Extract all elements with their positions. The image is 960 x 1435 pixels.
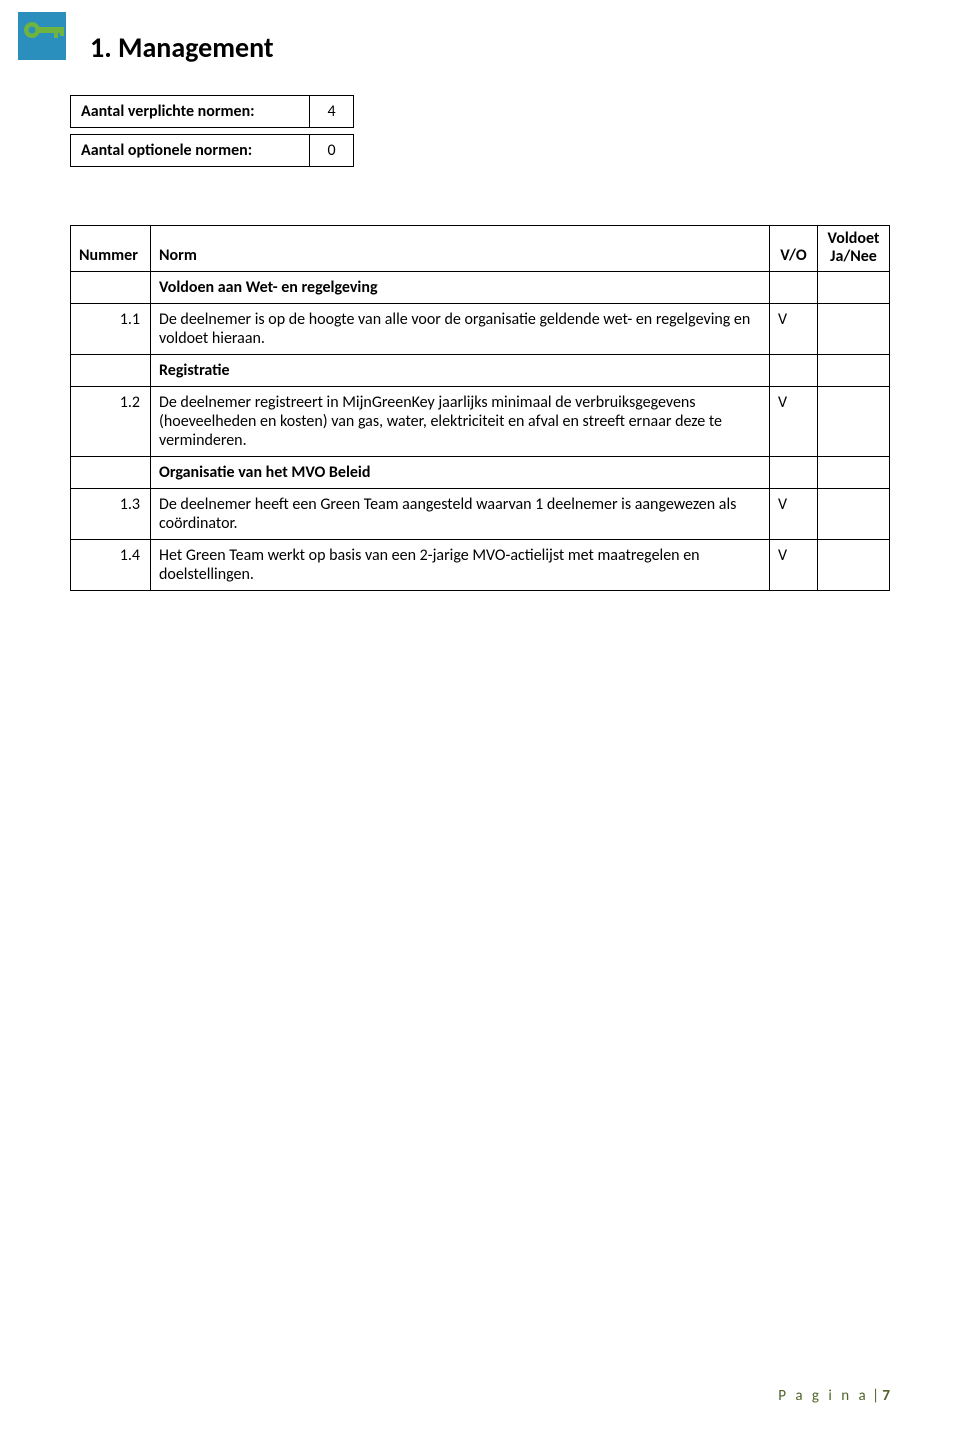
- summary-label: Aantal optionele normen:: [70, 134, 310, 167]
- page: 1. Management Aantal verplichte normen: …: [0, 0, 960, 1435]
- row-num: 1.1: [71, 303, 151, 354]
- section-title: Registratie: [151, 354, 770, 386]
- norms-table: Nummer Norm V/O Voldoet Ja/Nee Voldoen a…: [70, 225, 890, 591]
- row-vo: V: [770, 303, 818, 354]
- section-row: Organisatie van het MVO Beleid: [71, 456, 890, 488]
- summary-value: 0: [310, 134, 354, 167]
- row-norm: De deelnemer heeft een Green Team aanges…: [151, 488, 770, 539]
- header-nummer: Nummer: [71, 226, 151, 272]
- summary-value: [310, 173, 354, 185]
- table-row: 1.1 De deelnemer is op de hoogte van all…: [71, 303, 890, 354]
- row-num: 1.2: [71, 386, 151, 456]
- summary-label: Aantal verplichte normen:: [70, 95, 310, 128]
- table-row: 1.3 De deelnemer heeft een Green Team aa…: [71, 488, 890, 539]
- row-fit: [818, 539, 890, 590]
- row-fit: [818, 303, 890, 354]
- section-row: Voldoen aan Wet- en regelgeving: [71, 271, 890, 303]
- table-row: 1.4 Het Green Team werkt op basis van ee…: [71, 539, 890, 590]
- logo-green-key: [18, 12, 66, 60]
- section-title: Voldoen aan Wet- en regelgeving: [151, 271, 770, 303]
- table-header-row: Nummer Norm V/O Voldoet Ja/Nee: [71, 226, 890, 272]
- row-fit: [818, 386, 890, 456]
- row-vo: V: [770, 539, 818, 590]
- summary-label: [70, 173, 310, 185]
- summary-row-optionele: Aantal optionele normen: 0: [70, 134, 890, 167]
- table-row: 1.2 De deelnemer registreert in MijnGree…: [71, 386, 890, 456]
- row-norm: Het Green Team werkt op basis van een 2-…: [151, 539, 770, 590]
- header-voldoet-line1: Voldoet: [828, 229, 880, 248]
- footer-page-number: 7: [882, 1387, 890, 1405]
- section-title: Organisatie van het MVO Beleid: [151, 456, 770, 488]
- header-vo: V/O: [770, 226, 818, 272]
- page-footer: P a g i n a | 7: [778, 1387, 890, 1405]
- header-norm: Norm: [151, 226, 770, 272]
- row-norm: De deelnemer is op de hoogte van alle vo…: [151, 303, 770, 354]
- row-vo: V: [770, 386, 818, 456]
- footer-label: P a g i n a: [778, 1387, 868, 1405]
- section-row: Registratie: [71, 354, 890, 386]
- row-norm: De deelnemer registreert in MijnGreenKey…: [151, 386, 770, 456]
- row-num: 1.4: [71, 539, 151, 590]
- row-fit: [818, 488, 890, 539]
- summary-value: 4: [310, 95, 354, 128]
- header-voldoet-line2: Ja/Nee: [830, 247, 877, 266]
- page-heading: 1. Management: [90, 30, 890, 65]
- header-voldoet: Voldoet Ja/Nee: [818, 226, 890, 272]
- summary-row-empty: [70, 173, 890, 185]
- row-vo: V: [770, 488, 818, 539]
- footer-sep: |: [869, 1387, 883, 1405]
- row-num: 1.3: [71, 488, 151, 539]
- summary-block: Aantal verplichte normen: 4 Aantal optio…: [70, 95, 890, 185]
- summary-row-verplichte: Aantal verplichte normen: 4: [70, 95, 890, 128]
